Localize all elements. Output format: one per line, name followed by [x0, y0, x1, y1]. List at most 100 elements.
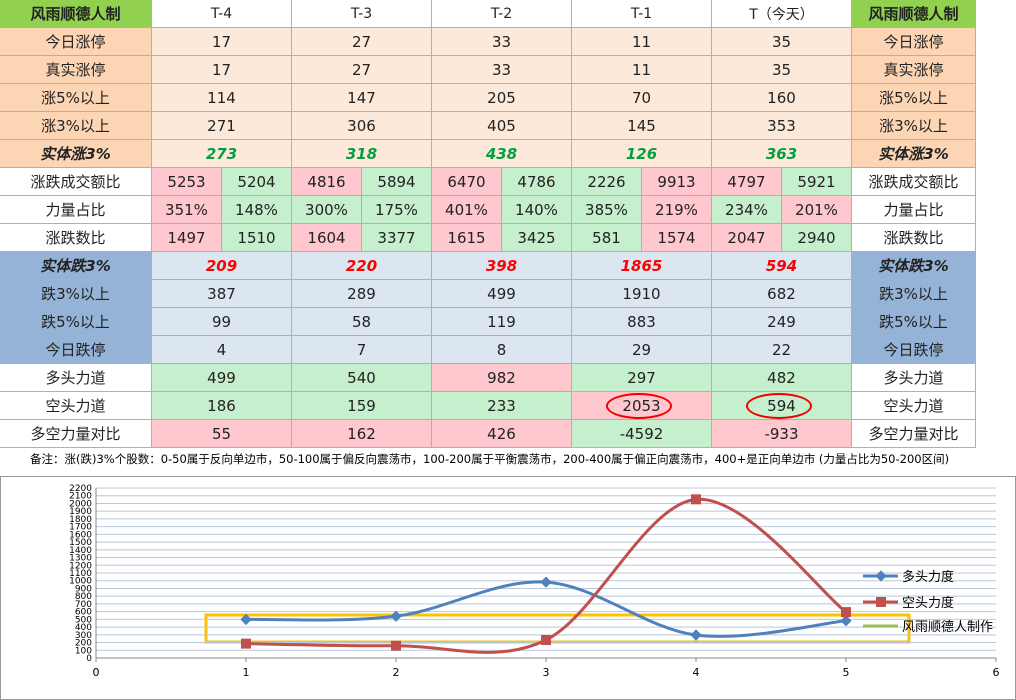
value-cell: 140%: [502, 196, 572, 224]
row-label: 涨跌数比: [0, 224, 152, 252]
y-tick-label: 1300: [69, 554, 92, 564]
row-label: 跌5%以上: [852, 308, 976, 336]
y-tick-label: 100: [75, 646, 92, 656]
value-cell: 99: [152, 308, 292, 336]
series-line: [245, 497, 847, 654]
y-tick-label: 800: [75, 592, 92, 602]
row-label: 力量占比: [0, 196, 152, 224]
x-tick-label: 1: [243, 666, 250, 679]
column-header: T-1: [572, 0, 712, 28]
y-tick-label: 700: [75, 600, 92, 610]
x-tick-label: 6: [993, 666, 1000, 679]
value-cell: 5204: [222, 168, 292, 196]
x-tick-label: 5: [843, 666, 850, 679]
value-cell: 2047: [712, 224, 782, 252]
value-cell: 499: [432, 280, 572, 308]
value-cell: 219%: [642, 196, 712, 224]
value-cell: 147: [292, 84, 432, 112]
y-tick-label: 200: [75, 639, 92, 649]
value-cell: 306: [292, 112, 432, 140]
y-tick-label: 1700: [69, 523, 92, 533]
value-cell: 209: [152, 252, 292, 280]
value-cell: 11: [572, 28, 712, 56]
circle-highlight: [606, 393, 672, 419]
value-cell: 1615: [432, 224, 502, 252]
y-tick-label: 1800: [69, 515, 92, 525]
value-cell: 201%: [782, 196, 852, 224]
value-cell: 438: [432, 140, 572, 168]
legend-marker: [876, 597, 886, 607]
value-cell: 175%: [362, 196, 432, 224]
row-label: 空头力道: [0, 392, 152, 420]
value-cell: 5253: [152, 168, 222, 196]
value-cell: 351%: [152, 196, 222, 224]
row-label: 实体跌3%: [852, 252, 976, 280]
value-cell: 1604: [292, 224, 362, 252]
row-label: 跌3%以上: [0, 280, 152, 308]
row-label: 今日涨停: [852, 28, 976, 56]
value-cell: 1510: [222, 224, 292, 252]
legend-marker: [875, 570, 887, 582]
row-label: 实体涨3%: [0, 140, 152, 168]
value-cell: 4786: [502, 168, 572, 196]
value-cell: 1574: [642, 224, 712, 252]
row-label: 实体跌3%: [0, 252, 152, 280]
legend-label: 多头力度: [902, 569, 954, 585]
note: 备注：涨(跌)3%个股数：0-50属于反向单边市，50-100属于偏反向震荡市，…: [30, 452, 950, 466]
legend-label: 空头力度: [902, 595, 954, 611]
row-label: 多空力量对比: [852, 420, 976, 448]
value-cell: 17: [152, 28, 292, 56]
series-line: [245, 580, 847, 638]
value-cell: 398: [432, 252, 572, 280]
value-cell: 145: [572, 112, 712, 140]
value-cell: 273: [152, 140, 292, 168]
circle-highlight: [746, 393, 812, 419]
value-cell: 220: [292, 252, 432, 280]
value-cell: 233: [432, 392, 572, 420]
point-marker: [841, 607, 851, 618]
value-cell: 205: [432, 84, 572, 112]
value-cell: 353: [712, 112, 852, 140]
header-corner: 风雨顺德人制: [0, 0, 152, 28]
column-header: T-3: [292, 0, 432, 28]
row-label: 涨跌数比: [852, 224, 976, 252]
row-label: 力量占比: [852, 196, 976, 224]
y-tick-label: 600: [75, 608, 92, 618]
value-cell: 35: [712, 28, 852, 56]
x-tick-label: 4: [693, 666, 700, 679]
value-cell: 401%: [432, 196, 502, 224]
column-header: T-2: [432, 0, 572, 28]
y-tick-label: 500: [75, 615, 92, 625]
point-marker: [840, 615, 852, 627]
point-marker: [390, 610, 402, 622]
value-cell: 5894: [362, 168, 432, 196]
value-cell: 385%: [572, 196, 642, 224]
y-tick-label: 0: [86, 654, 92, 664]
column-header: T（今天）: [712, 0, 852, 28]
value-cell: 159: [292, 392, 432, 420]
value-cell: 1865: [572, 252, 712, 280]
value-cell: 2226: [572, 168, 642, 196]
y-tick-label: 900: [75, 584, 92, 594]
value-cell: 883: [572, 308, 712, 336]
value-cell: 119: [432, 308, 572, 336]
y-tick-label: 2100: [69, 492, 92, 502]
row-label: 跌5%以上: [0, 308, 152, 336]
value-cell: 160: [712, 84, 852, 112]
value-cell: 482: [712, 364, 852, 392]
value-cell: 29: [572, 336, 712, 364]
row-label: 涨跌成交额比: [0, 168, 152, 196]
chart: 0100200300400500600700800900100011001200…: [0, 476, 1016, 700]
value-cell: 300%: [292, 196, 362, 224]
value-cell: 982: [432, 364, 572, 392]
value-cell: 33: [432, 28, 572, 56]
row-label: 多空力量对比: [0, 420, 152, 448]
value-cell: 4797: [712, 168, 782, 196]
value-cell: 271: [152, 112, 292, 140]
point-marker: [241, 638, 251, 649]
value-cell: 594: [712, 392, 852, 420]
value-cell: 426: [432, 420, 572, 448]
value-cell: 499: [152, 364, 292, 392]
row-label: 实体涨3%: [852, 140, 976, 168]
